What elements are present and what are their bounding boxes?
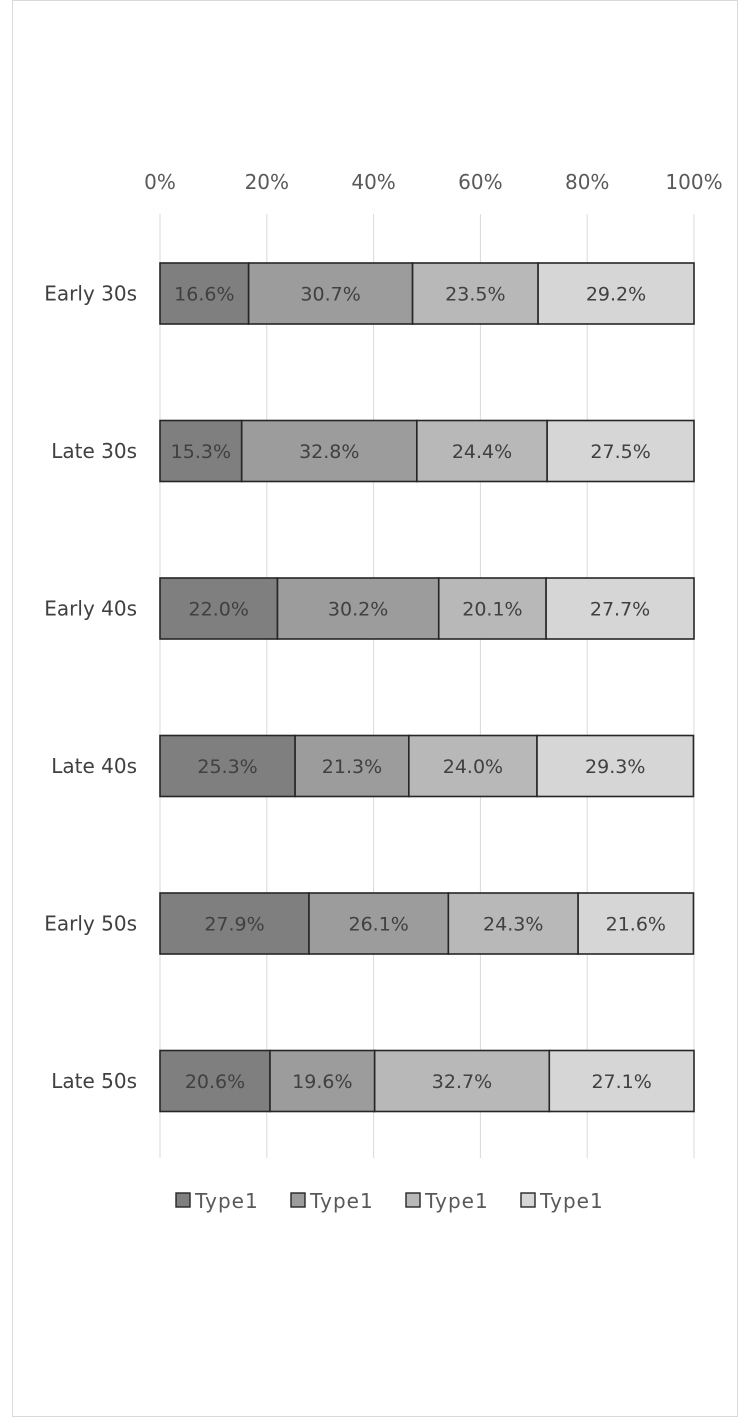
category-label: Late 40s [51, 754, 137, 778]
legend-label: Type1 [539, 1189, 604, 1213]
x-tick-label: 100% [665, 170, 722, 194]
bar-segment [159, 262, 250, 325]
data-label: 16.6% [174, 284, 234, 306]
bar-segment [308, 892, 450, 955]
data-label: 30.2% [328, 599, 388, 621]
bar-segment [159, 1049, 271, 1113]
data-label: 32.7% [432, 1071, 492, 1093]
data-label: 21.3% [322, 756, 382, 778]
data-label: 30.7% [300, 284, 360, 306]
legend-swatch [290, 1192, 306, 1208]
category-label: Early 40s [44, 597, 137, 621]
data-label: 20.1% [462, 599, 522, 621]
x-tick-label: 20% [245, 170, 289, 194]
category-label: Late 30s [51, 439, 137, 463]
bar-segment [537, 262, 695, 325]
data-label: 20.6% [185, 1071, 245, 1093]
bar-segment [545, 577, 695, 640]
legend-swatch [520, 1192, 536, 1208]
bar-segment [548, 1049, 695, 1113]
category-label: Late 50s [51, 1069, 137, 1093]
bar-segment [159, 892, 310, 955]
legend-label: Type1 [309, 1189, 374, 1213]
data-label: 21.6% [606, 914, 666, 936]
data-label: 32.8% [299, 441, 359, 463]
legend-swatch [405, 1192, 421, 1208]
data-label: 15.3% [171, 441, 231, 463]
bars [159, 262, 695, 1113]
bar-segment [536, 734, 695, 798]
bar-segment [159, 577, 279, 640]
bar-segment [416, 419, 548, 483]
bar-segment [577, 892, 695, 955]
data-label: 19.6% [292, 1071, 352, 1093]
bar-segment [373, 1049, 551, 1113]
x-tick-label: 40% [351, 170, 395, 194]
category-label: Early 30s [44, 282, 137, 306]
bar-segment [546, 419, 695, 483]
data-label: 24.4% [452, 441, 512, 463]
data-label: 27.7% [590, 599, 650, 621]
x-tick-label: 80% [565, 170, 609, 194]
legend: Type1 Type1 Type1 Type1 [175, 1189, 604, 1213]
data-label: 27.9% [204, 914, 264, 936]
data-label: 23.5% [445, 284, 505, 306]
category-label: Early 50s [44, 912, 137, 936]
bar-segment [294, 734, 410, 798]
data-label: 22.0% [189, 599, 249, 621]
data-label: 29.2% [586, 284, 646, 306]
legend-swatch [175, 1192, 191, 1208]
bar-segment [240, 419, 418, 483]
x-tick-label: 60% [458, 170, 502, 194]
data-label: 26.1% [348, 914, 408, 936]
data-label: 27.5% [590, 441, 650, 463]
bar-segment [437, 577, 547, 640]
data-labels: 16.6% 30.7% 23.5% 29.2% 15.3% 32.8% 24.4% 27.5%… [171, 284, 666, 1094]
bar-segment [276, 577, 440, 640]
data-label: 29.3% [585, 756, 645, 778]
chart-frame: 0% 20% 40% 60% 80% 100% Early 30s Late 30s Earl… [12, 0, 738, 1417]
data-label: 25.3% [197, 756, 257, 778]
bar-segment [159, 734, 296, 798]
data-label: 24.0% [443, 756, 503, 778]
legend-label: Type1 [424, 1189, 489, 1213]
category-labels: Early 30s Late 30s Early 40s Late 40s Early … [44, 282, 137, 1094]
data-label: 24.3% [483, 914, 543, 936]
data-label: 27.1% [591, 1071, 651, 1093]
gridlines [159, 214, 695, 1158]
legend-label: Type1 [194, 1189, 259, 1213]
bar-segment [159, 419, 243, 483]
x-tick-label: 0% [144, 170, 176, 194]
x-axis-tick-labels: 0% 20% 40% 60% 80% 100% [144, 170, 722, 194]
